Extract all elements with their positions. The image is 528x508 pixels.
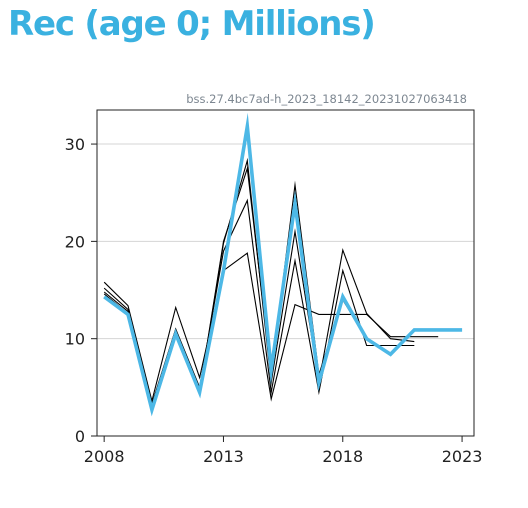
axis-layer: 0 10 20 30 2008 2013 2018 2023 — [65, 135, 483, 466]
y-tick-label: 10 — [65, 330, 85, 349]
plot-frame — [96, 109, 475, 437]
series-line — [103, 252, 439, 404]
y-tick-label: 20 — [65, 232, 85, 251]
series-line — [103, 157, 415, 409]
y-tick-label: 0 — [75, 427, 85, 446]
series-line-main — [103, 112, 463, 417]
series-layer — [103, 112, 463, 417]
y-tick-label: 30 — [65, 135, 85, 154]
x-tick-label: 2018 — [322, 447, 363, 466]
x-tick-label: 2008 — [84, 447, 125, 466]
x-tick-label: 2013 — [203, 447, 244, 466]
x-tick-label: 2023 — [442, 447, 483, 466]
source-label: bss.27.4bc7ad-h_2023_18142_2023102706341… — [186, 92, 467, 106]
chart-title: Rec (age 0; Millions) — [8, 4, 376, 44]
